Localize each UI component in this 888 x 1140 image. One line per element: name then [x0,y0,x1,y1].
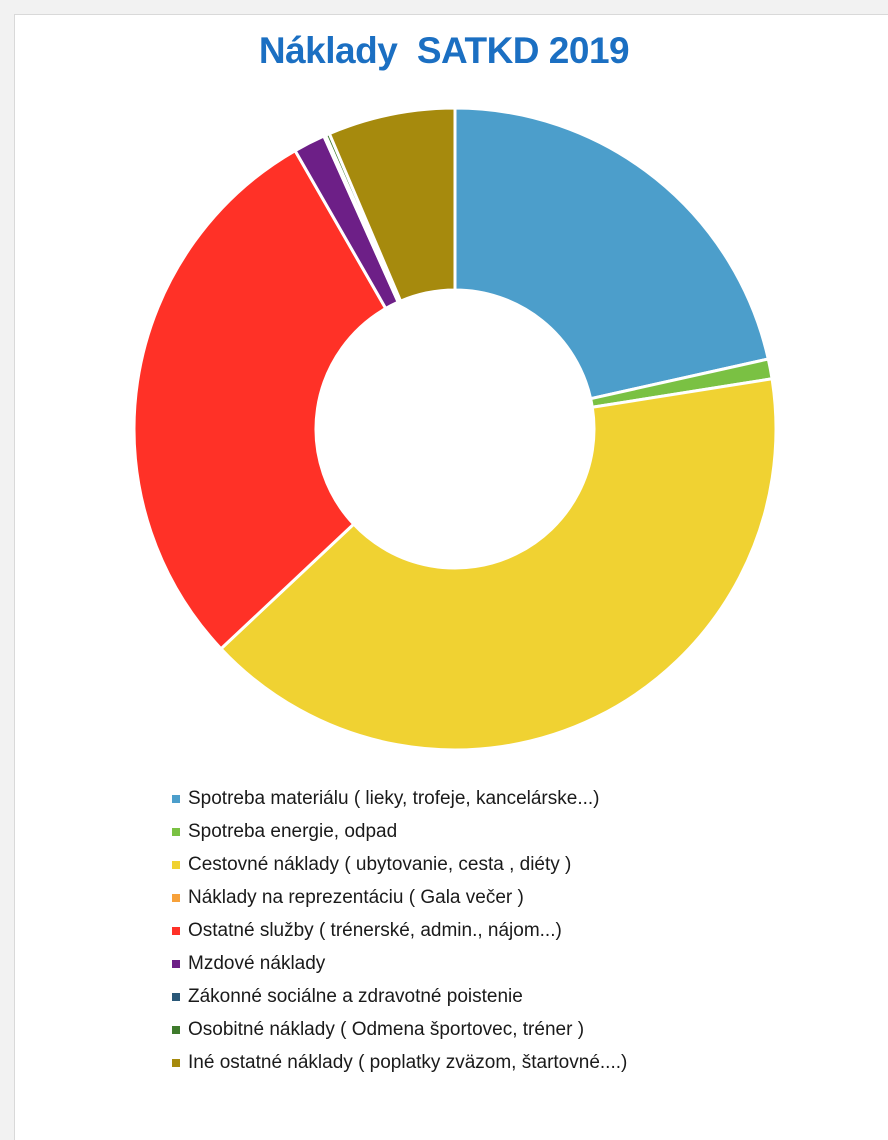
legend-item-2: Spotreba energie, odpad [172,815,627,848]
legend-swatch-7 [172,992,180,1001]
legend-item-5: Ostatné služby ( trénerské, admin., nájo… [172,914,627,947]
legend-label-6: Mzdové náklady [188,953,326,974]
legend-label-7: Zákonné sociálne a zdravotné poistenie [188,986,523,1007]
legend-label-2: Spotreba energie, odpad [188,821,398,842]
legend-swatch-6 [172,959,180,968]
legend-item-9: Iné ostatné náklady ( poplatky zväzom, š… [172,1046,627,1079]
legend-item-3: Cestovné náklady ( ubytovanie, cesta , d… [172,848,627,881]
donut-slice-5 [132,149,388,651]
legend-item-1: Spotreba materiálu ( lieky, trofeje, kan… [172,782,627,815]
legend-swatch-5 [172,926,180,935]
chart-title: Náklady SATKD 2019 [258,30,630,71]
donut-slice-3 [219,377,778,752]
legend-item-4: Náklady na reprezentáciu ( Gala večer ) [172,881,627,914]
legend-swatch-9 [172,1058,180,1067]
legend-label-1: Spotreba materiálu ( lieky, trofeje, kan… [188,788,600,809]
legend-item-7: Zákonné sociálne a zdravotné poistenie [172,980,627,1013]
legend-label-5: Ostatné služby ( trénerské, admin., nájo… [188,920,562,941]
legend-swatch-8 [172,1025,180,1034]
donut-slice-1 [453,106,770,401]
legend-label-8: Osobitné náklady ( Odmena športovec, tré… [188,1019,585,1040]
chart-legend: Spotreba materiálu ( lieky, trofeje, kan… [172,782,627,1079]
legend-swatch-2 [172,827,180,836]
legend-item-6: Mzdové náklady [172,947,627,980]
legend-item-8: Osobitné náklady ( Odmena športovec, tré… [172,1013,627,1046]
legend-label-9: Iné ostatné náklady ( poplatky zväzom, š… [188,1052,628,1073]
donut-slice-9 [327,106,457,303]
legend-label-3: Cestovné náklady ( ubytovanie, cesta , d… [188,854,572,875]
legend-swatch-1 [172,794,180,803]
legend-swatch-3 [172,860,180,869]
legend-label-4: Náklady na reprezentáciu ( Gala večer ) [188,887,524,908]
legend-swatch-4 [172,893,180,902]
